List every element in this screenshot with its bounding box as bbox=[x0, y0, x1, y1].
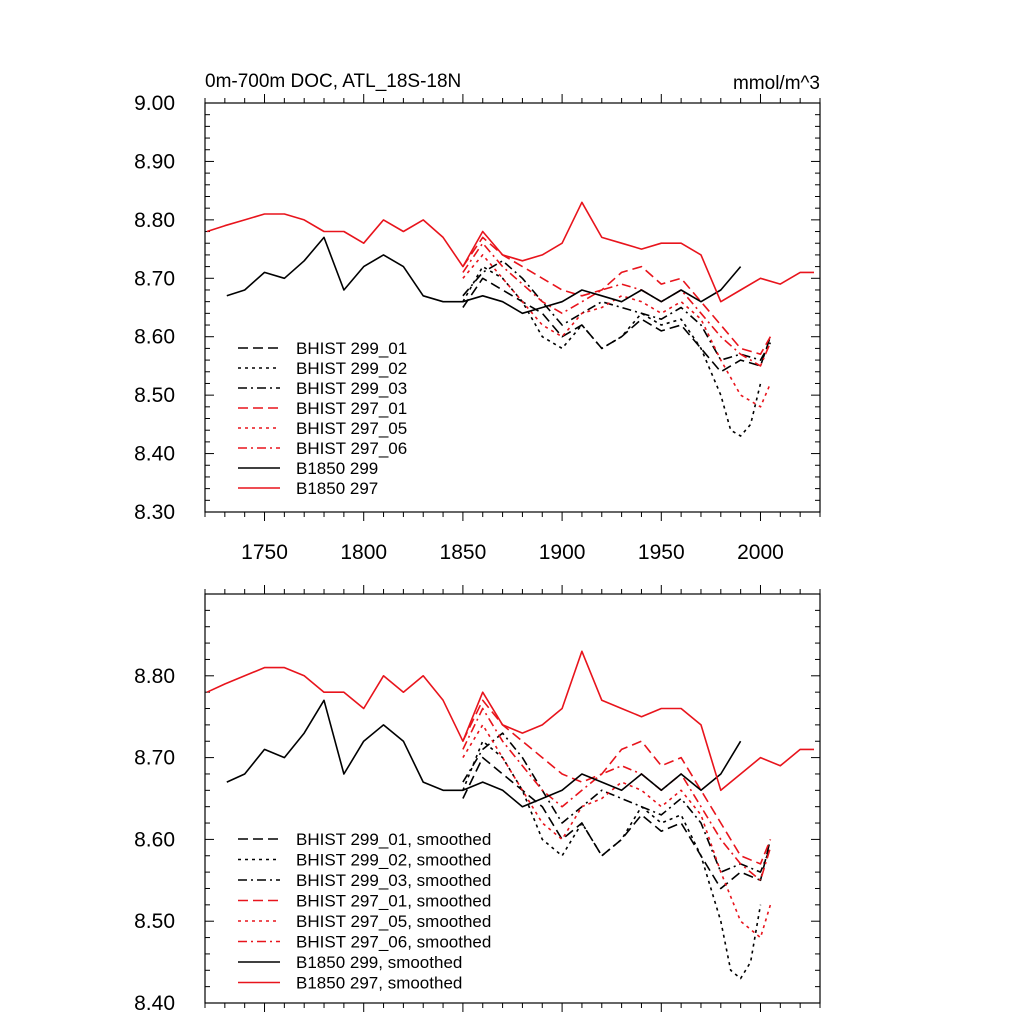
y-tick-label: 8.40 bbox=[134, 992, 175, 1015]
series-line bbox=[462, 277, 772, 373]
bottom-panel: 8.40 8.50 8.60 8.70 8.80 BHIST 299_01, smooth… bbox=[134, 585, 821, 1015]
legend-label: BHIST 297_05 bbox=[296, 419, 407, 438]
series-line bbox=[206, 201, 814, 303]
legend-label: BHIST 299_03, smoothed bbox=[296, 871, 491, 890]
legend-label: BHIST 297_01, smoothed bbox=[296, 892, 491, 911]
legend-label: B1850 299, smoothed bbox=[296, 953, 462, 972]
x-tick-label: 1800 bbox=[340, 541, 387, 564]
legend-label: B1850 297 bbox=[296, 479, 378, 498]
legend-label: BHIST 297_06, smoothed bbox=[296, 933, 491, 952]
y-tick-label: 8.40 bbox=[134, 443, 175, 466]
series-line bbox=[206, 650, 814, 792]
legend-label: BHIST 299_02 bbox=[296, 359, 407, 378]
series-line bbox=[462, 707, 772, 882]
plot-frame bbox=[204, 593, 821, 1004]
series-line bbox=[462, 732, 772, 873]
x-tick-label: 1900 bbox=[539, 541, 586, 564]
x-tick-label: 2000 bbox=[737, 541, 784, 564]
top-panel: 1750 1800 1850 1900 1950 2000 8.30 8.40 8.50 8.60… bbox=[134, 71, 821, 564]
series-line bbox=[462, 254, 772, 408]
units-label: mmol/m^3 bbox=[733, 73, 820, 94]
x-tick-label: 1750 bbox=[241, 541, 288, 564]
legend-label: B1850 299 bbox=[296, 459, 378, 478]
legend-label: BHIST 299_02, smoothed bbox=[296, 851, 491, 870]
series-line bbox=[462, 699, 772, 865]
y-tick-label: 8.60 bbox=[134, 326, 175, 349]
x-tick-label: 1950 bbox=[638, 541, 685, 564]
legend-label: BHIST 299_01 bbox=[296, 339, 407, 358]
y-tick-label: 8.70 bbox=[134, 747, 175, 770]
series-group bbox=[206, 201, 814, 437]
series-group bbox=[206, 650, 814, 980]
y-tick-label: 8.60 bbox=[134, 828, 175, 851]
y-tick-label: 8.70 bbox=[134, 267, 175, 290]
series-line bbox=[462, 756, 772, 890]
y-tick-label: 9.00 bbox=[134, 92, 175, 115]
legend-label: BHIST 297_05, smoothed bbox=[296, 912, 491, 931]
series-line bbox=[462, 260, 772, 361]
y-tick-label: 8.50 bbox=[134, 910, 175, 933]
series-line bbox=[226, 699, 742, 808]
chart-title: 0m-700m DOC, ATL_18S-18N bbox=[205, 71, 461, 92]
plot-frame bbox=[204, 102, 821, 513]
legend-label: BHIST 299_01, smoothed bbox=[296, 830, 491, 849]
series-line bbox=[462, 236, 772, 355]
series-line bbox=[226, 236, 742, 315]
y-tick-label: 8.80 bbox=[134, 209, 175, 232]
series-line bbox=[462, 740, 762, 980]
y-tick-label: 8.50 bbox=[134, 384, 175, 407]
y-tick-label: 8.80 bbox=[134, 665, 175, 688]
series-line bbox=[462, 242, 772, 367]
y-tick-label: 8.90 bbox=[134, 150, 175, 173]
y-tick-label: 8.30 bbox=[134, 501, 175, 524]
legend-label: B1850 297, smoothed bbox=[296, 974, 462, 993]
legend-label: BHIST 297_06 bbox=[296, 439, 407, 458]
legend-label: BHIST 299_03 bbox=[296, 379, 407, 398]
x-tick-label: 1850 bbox=[440, 541, 487, 564]
legend-label: BHIST 297_01 bbox=[296, 399, 407, 418]
